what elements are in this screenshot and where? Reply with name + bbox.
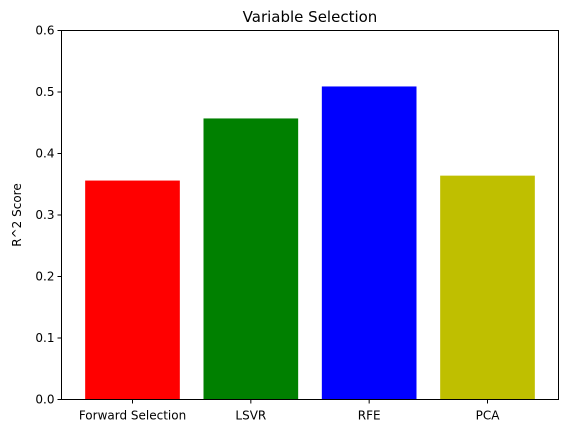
y-tick-label: 0.1	[35, 331, 54, 345]
x-tick-label: Forward Selection	[79, 409, 186, 423]
bar-rfe	[321, 86, 417, 400]
x-tick-label: PCA	[476, 409, 501, 423]
y-tick-label: 0.6	[35, 24, 54, 38]
bar-lsvr	[203, 118, 299, 400]
bar-pca	[440, 175, 535, 400]
x-tick-label: RFE	[358, 409, 381, 423]
bar-forward-selection	[85, 180, 180, 400]
y-axis-ticks: 0.0 0.1 0.2 0.3 0.4 0.5 0.6	[35, 24, 62, 407]
y-tick-label: 0.4	[35, 147, 54, 161]
chart-title: Variable Selection	[243, 8, 378, 26]
x-tick-label: LSVR	[235, 409, 266, 423]
y-tick-label: 0.5	[35, 85, 54, 99]
y-axis-label: R^2 Score	[10, 183, 24, 246]
bars-group	[85, 86, 535, 400]
y-tick-label: 0.0	[35, 393, 54, 407]
y-tick-label: 0.2	[35, 270, 54, 284]
y-tick-label: 0.3	[35, 208, 54, 222]
x-axis-ticks: Forward Selection LSVR RFE PCA	[79, 399, 501, 423]
